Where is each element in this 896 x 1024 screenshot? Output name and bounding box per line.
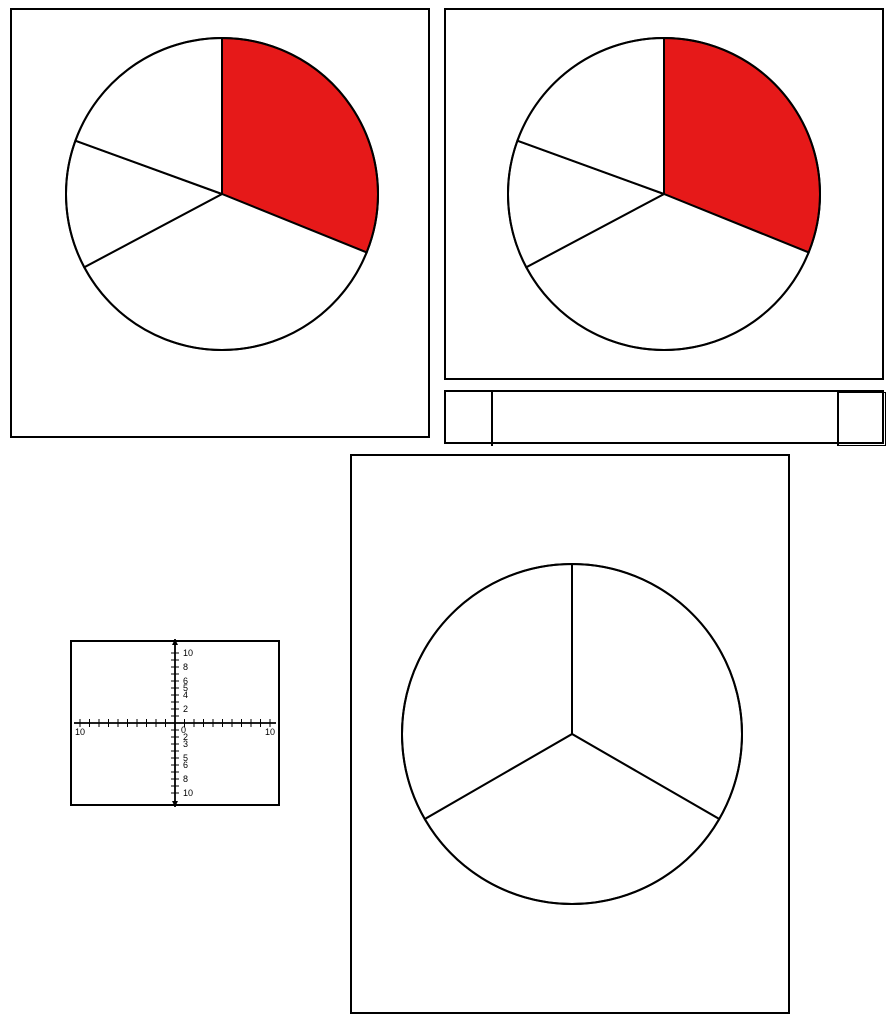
axis-label: 10 — [75, 727, 85, 737]
panel-pie-bottom-right — [350, 454, 790, 1014]
axis-label: 6 — [183, 760, 188, 770]
pie-chart-top-right — [446, 10, 886, 382]
thin-bar-svg — [446, 392, 886, 446]
panel-pie-top-left — [10, 8, 430, 438]
axis-label: 8 — [183, 662, 188, 672]
axis-arrow — [172, 801, 178, 807]
axis-label: 3 — [183, 739, 188, 749]
axis-label: 10 — [265, 727, 275, 737]
pie-chart-top-left — [12, 10, 432, 440]
axis-label: 6 — [183, 676, 188, 686]
pie-chart-bottom-right — [352, 456, 792, 1016]
axis-label: 10 — [183, 648, 193, 658]
axis-label: 8 — [183, 774, 188, 784]
coordinate-plane: 2456810235681010010 — [70, 620, 280, 830]
panel-thin-bar — [444, 390, 884, 444]
axis-label: 0 — [181, 725, 186, 735]
bar-right-box — [838, 392, 886, 446]
panel-pie-top-right — [444, 8, 884, 380]
axis-label: 10 — [183, 788, 193, 798]
axis-label: 2 — [183, 704, 188, 714]
axis-arrow — [172, 639, 178, 645]
